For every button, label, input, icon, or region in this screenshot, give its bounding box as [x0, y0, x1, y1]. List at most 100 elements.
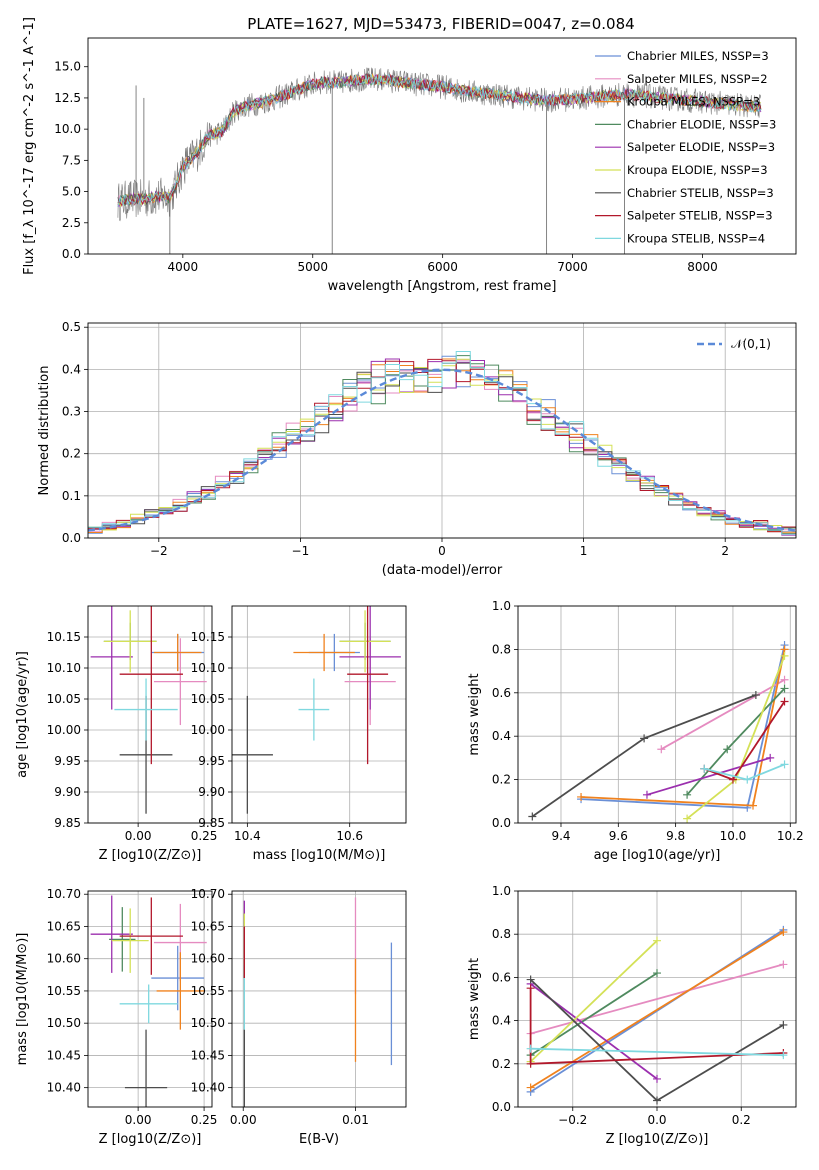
x-axis-label: Z [log10(Z/Z⊙)] — [99, 848, 202, 863]
plot-area — [232, 606, 401, 814]
y-axis-label: Normed distribution — [37, 366, 52, 496]
y-tick-label: 10.00 — [191, 723, 225, 737]
y-tick-label: 9.90 — [54, 785, 81, 799]
series-marker — [653, 1074, 661, 1083]
series-marker — [653, 936, 661, 945]
series-marker — [577, 792, 586, 801]
y-tick-label: 10.05 — [191, 692, 225, 706]
series-marker — [779, 960, 788, 969]
series-marker — [779, 1020, 788, 1029]
series-marker — [526, 1059, 535, 1068]
y-tick-label: 15.0 — [54, 60, 81, 74]
y-tick-label: 12.5 — [54, 91, 81, 105]
y-tick-label: 9.85 — [54, 816, 81, 830]
series-marker — [780, 651, 789, 660]
y-tick-label: 10.65 — [191, 919, 225, 933]
y-tick-label: 10.65 — [47, 919, 81, 933]
axes-frame — [517, 605, 797, 824]
series-marker — [657, 745, 666, 754]
y-tick-label: 0.0 — [62, 247, 81, 261]
y-axis-label: mass [log10(M/M⊙)] — [15, 933, 30, 1066]
y-axis-label: Flux [f_λ 10^-17 erg cm^-2 s^-1 A^-1] — [22, 17, 37, 275]
plot-area — [243, 897, 393, 1107]
y-tick-label: 0.5 — [62, 320, 81, 334]
y-tick-label: 10.50 — [47, 1016, 81, 1030]
x-tick-label: 1 — [580, 544, 588, 558]
x-axis-label: Z [log10(Z/Z⊙)] — [606, 1132, 709, 1147]
y-tick-label: 10.60 — [191, 952, 225, 966]
x-tick-label: 6000 — [427, 260, 458, 274]
spectrum-model-line-c9 — [117, 73, 762, 207]
y-tick-label: 10.60 — [47, 952, 81, 966]
x-tick-label: 10.4 — [234, 829, 261, 843]
y-tick-label: 0.1 — [62, 489, 81, 503]
series-line-c6 — [529, 940, 658, 1063]
y-tick-label: 0.4 — [492, 729, 511, 743]
y-tick-label: 0.0 — [492, 816, 511, 830]
plot-area — [526, 925, 788, 1105]
y-axis-label: age [log10(age/yr)] — [15, 651, 30, 778]
y-tick-label: 9.90 — [198, 785, 225, 799]
series-marker — [526, 984, 535, 993]
legend-label: Salpeter MILES, NSSP=2 — [627, 72, 768, 86]
series-marker — [780, 684, 789, 693]
x-tick-label: −1 — [292, 544, 310, 558]
x-tick-label: 0.25 — [191, 829, 218, 843]
y-tick-label: 10.45 — [47, 1048, 81, 1062]
legend-label: Chabrier MILES, NSSP=3 — [627, 49, 769, 63]
x-tick-label: 5000 — [297, 260, 328, 274]
series-marker — [653, 969, 661, 978]
y-tick-label: 1.0 — [492, 599, 511, 613]
panel-spectrum: 4000 5000 6000 7000 8000 0.0 2.5 5.0 7.5 10.0 12.5… — [22, 17, 797, 294]
x-tick-label: 10.2 — [777, 829, 804, 843]
series-line-c9 — [704, 763, 785, 781]
series-line-c9 — [530, 1047, 784, 1057]
axes-frame — [87, 37, 797, 255]
y-tick-label: 7.5 — [62, 153, 81, 167]
legend-label: Kroupa MILES, NSSP=3 — [627, 95, 760, 109]
panel-mass-vs-ebv: 0.00 0.01 10.40 10.45 10.50 10.55 10.60 10.65 10… — [191, 887, 407, 1147]
y-tick-label: 10.0 — [54, 122, 81, 136]
x-tick-label: 9.6 — [609, 829, 628, 843]
legend-label: Salpeter STELIB, NSSP=3 — [627, 209, 773, 223]
x-axis-label: mass [log10(M/M⊙)] — [253, 848, 386, 863]
x-tick-label: 8000 — [687, 260, 718, 274]
y-tick-label: 10.05 — [47, 692, 81, 706]
y-tick-label: 10.40 — [47, 1081, 81, 1095]
axes-frame — [87, 605, 213, 824]
x-tick-label: 0.0 — [647, 1113, 666, 1127]
series-marker — [766, 753, 775, 762]
y-tick-label: 0.6 — [492, 686, 511, 700]
x-tick-label: 0 — [438, 544, 446, 558]
panel-age-vs-mass: 10.4 10.6 9.85 9.90 9.95 10.00 10.05 10.10 10.15… — [191, 605, 407, 863]
panel-age-vs-Z: 0.00 0.25 9.85 9.90 9.95 10.00 10.05 10.10 10.15… — [15, 605, 218, 863]
legend-label: Chabrier ELODIE, NSSP=3 — [627, 117, 776, 131]
x-tick-label: −2 — [150, 544, 168, 558]
plot-area — [90, 606, 207, 814]
axes-frame — [231, 605, 407, 824]
x-tick-label: 2 — [721, 544, 729, 558]
series-marker — [640, 734, 649, 743]
y-tick-label: 0.8 — [492, 927, 511, 941]
x-axis-label: Z [log10(Z/Z⊙)] — [99, 1132, 202, 1147]
panel-residuals: −2 −1 0 1 2 0.0 0.1 0.2 0.3 0.4 0.5 (data-model)/er… — [37, 320, 797, 578]
series-marker — [779, 1051, 788, 1060]
axes-frame — [87, 890, 213, 1108]
y-tick-label: 10.10 — [47, 661, 81, 675]
y-tick-label: 10.45 — [191, 1048, 225, 1062]
y-tick-label: 0.2 — [62, 447, 81, 461]
y-axis-label: mass weight — [467, 673, 482, 755]
y-tick-label: 9.85 — [198, 816, 225, 830]
plot-area — [528, 641, 789, 823]
x-tick-label: 7000 — [557, 260, 588, 274]
panel-mass-weight-vs-Z: −0.2 0.0 0.2 0.0 0.2 0.4 0.6 0.8 1.0 Z [log10(Z/Z… — [467, 884, 797, 1147]
x-tick-label: 10.0 — [720, 829, 747, 843]
x-axis-label: (data-model)/error — [382, 563, 503, 578]
plot-area — [88, 351, 796, 536]
series-marker — [700, 764, 709, 773]
x-tick-label: 0.2 — [732, 1113, 751, 1127]
y-tick-label: 0.6 — [492, 970, 511, 984]
x-tick-label: 0.00 — [230, 1113, 257, 1127]
legend-label: Kroupa STELIB, NSSP=4 — [627, 231, 765, 245]
